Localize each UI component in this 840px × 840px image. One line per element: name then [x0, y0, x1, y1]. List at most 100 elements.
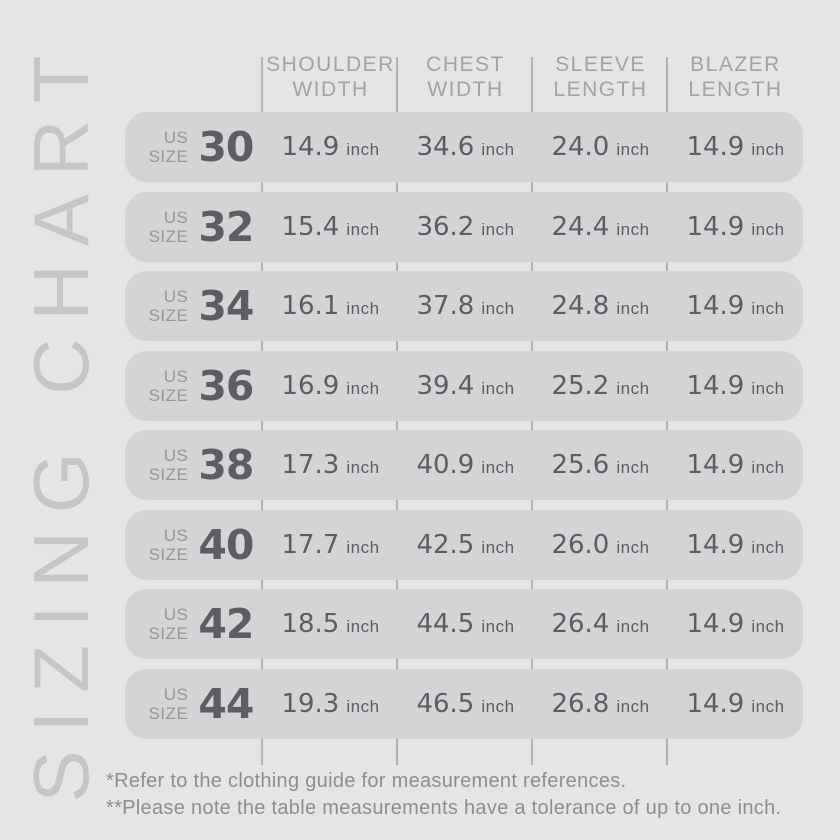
measurement-unit: inch — [481, 696, 515, 716]
measurement-unit: inch — [616, 696, 650, 716]
measurement-value: 16.9 — [281, 370, 340, 401]
us-size-label: US SIZE — [149, 367, 189, 405]
measurement-unit: inch — [616, 458, 650, 477]
measurement-unit: inch — [346, 617, 380, 636]
measurement-unit: inch — [751, 696, 785, 716]
measurement-value: 14.9 — [686, 450, 745, 480]
blazer-length-cell: 14.9 inch — [668, 609, 803, 639]
chest-width-cell: 34.6 inch — [398, 132, 533, 162]
us-size-label-line1: US — [163, 128, 189, 147]
chest-width-cell: 40.9 inch — [398, 450, 533, 480]
sleeve-length-cell: 26.8 inch — [533, 689, 668, 719]
measurement-unit: inch — [346, 378, 380, 398]
measurement-value: 44.5 — [416, 609, 475, 639]
column-header-line: BLAZER — [690, 53, 781, 76]
footnote-tolerance: **Please note the table measurements hav… — [106, 797, 782, 819]
us-size-label-line1: US — [163, 366, 189, 386]
table-row: US SIZE 40 17.7 inch 42.5 inch 26.0 inch… — [125, 509, 803, 580]
us-size-label-line1: US — [163, 287, 189, 306]
measurement-unit: inch — [616, 617, 650, 636]
measurement-unit: inch — [751, 537, 785, 557]
us-size-label-line2: SIZE — [148, 544, 189, 564]
us-size-label-line2: SIZE — [148, 465, 189, 484]
measurement-unit: inch — [481, 219, 515, 239]
measurement-value: 42.5 — [416, 529, 475, 560]
measurement-unit: inch — [346, 696, 380, 716]
column-header-line: CHEST — [426, 53, 505, 76]
column-header-line: WIDTH — [427, 78, 504, 101]
chest-width-cell: 39.4 inch — [398, 371, 533, 401]
shoulder-width-cell: 16.9 inch — [263, 371, 398, 401]
blazer-length-cell: 14.9 inch — [668, 212, 803, 242]
blazer-length-cell: 14.9 inch — [668, 689, 803, 719]
shoulder-width-cell: 15.4 inch — [263, 212, 398, 242]
us-size-label: US SIZE — [149, 208, 189, 246]
us-size-label: US SIZE — [149, 685, 189, 723]
us-size-label-line1: US — [163, 525, 189, 545]
table-row: US SIZE 32 15.4 inch 36.2 inch 24.4 inch… — [125, 191, 803, 262]
us-size-label-line2: SIZE — [148, 703, 189, 723]
column-header-line: SLEEVE — [555, 53, 646, 76]
measurement-value: 14.9 — [686, 132, 745, 162]
measurement-unit: inch — [481, 378, 515, 398]
measurement-value: 25.2 — [551, 370, 610, 401]
us-size-label: US SIZE — [149, 287, 189, 325]
measurement-value: 24.8 — [551, 291, 610, 321]
measurement-unit: inch — [751, 299, 785, 318]
measurement-unit: inch — [751, 219, 785, 239]
size-cell: US SIZE 40 — [125, 521, 263, 569]
measurement-unit: inch — [346, 140, 380, 159]
column-header-line: LENGTH — [688, 78, 783, 101]
sleeve-length-cell: 24.8 inch — [533, 291, 668, 321]
sleeve-length-cell: 24.0 inch — [533, 132, 668, 162]
table-row: US SIZE 38 17.3 inch 40.9 inch 25.6 inch… — [125, 430, 803, 500]
measurement-value: 19.3 — [281, 688, 340, 719]
size-table-rows: US SIZE 30 14.9 inch 34.6 inch 24.0 inch… — [125, 112, 803, 748]
measurement-value: 14.9 — [686, 529, 745, 560]
measurement-value: 26.0 — [551, 529, 610, 560]
sleeve-length-cell: 25.6 inch — [533, 450, 668, 480]
measurement-unit: inch — [751, 617, 785, 636]
measurement-value: 36.2 — [416, 211, 475, 242]
measurement-value: 17.7 — [281, 529, 340, 560]
blazer-length-cell: 14.9 inch — [668, 132, 803, 162]
size-number: 44 — [198, 679, 254, 728]
size-cell: US SIZE 42 — [125, 600, 263, 648]
measurement-value: 37.8 — [416, 291, 475, 321]
measurement-unit: inch — [616, 140, 650, 159]
size-cell: US SIZE 38 — [125, 441, 263, 489]
size-number: 32 — [198, 202, 254, 251]
size-cell: US SIZE 32 — [125, 203, 263, 251]
measurement-value: 14.9 — [686, 370, 745, 401]
measurement-unit: inch — [481, 537, 515, 557]
chest-width-cell: 44.5 inch — [398, 609, 533, 639]
size-number: 36 — [198, 361, 254, 410]
measurement-value: 39.4 — [416, 370, 475, 401]
table-row: US SIZE 34 16.1 inch 37.8 inch 24.8 inch… — [125, 271, 803, 341]
us-size-label-line1: US — [163, 684, 189, 704]
chest-width-cell: 36.2 inch — [398, 212, 533, 242]
us-size-label-line1: US — [163, 605, 189, 624]
chest-width-cell: 42.5 inch — [398, 530, 533, 560]
column-header-line: WIDTH — [292, 78, 369, 101]
size-cell: US SIZE 36 — [125, 362, 263, 410]
column-header-shoulder-width: SHOULDER WIDTH — [263, 52, 398, 102]
us-size-label-line2: SIZE — [148, 385, 189, 405]
measurement-unit: inch — [616, 378, 650, 398]
size-number: 42 — [198, 600, 254, 648]
blazer-length-cell: 14.9 inch — [668, 450, 803, 480]
measurement-unit: inch — [481, 140, 515, 159]
measurement-value: 26.8 — [551, 688, 610, 719]
table-row: US SIZE 44 19.3 inch 46.5 inch 26.8 inch… — [125, 668, 803, 739]
size-number: 40 — [198, 520, 254, 569]
measurement-unit: inch — [346, 458, 380, 477]
column-header-line: LENGTH — [553, 78, 648, 101]
blazer-length-cell: 14.9 inch — [668, 291, 803, 321]
measurement-unit: inch — [751, 458, 785, 477]
measurement-unit: inch — [751, 378, 785, 398]
measurement-unit: inch — [481, 458, 515, 477]
us-size-label: US SIZE — [149, 128, 189, 166]
measurement-value: 17.3 — [281, 450, 340, 480]
shoulder-width-cell: 14.9 inch — [263, 132, 398, 162]
measurement-value: 46.5 — [416, 688, 475, 719]
